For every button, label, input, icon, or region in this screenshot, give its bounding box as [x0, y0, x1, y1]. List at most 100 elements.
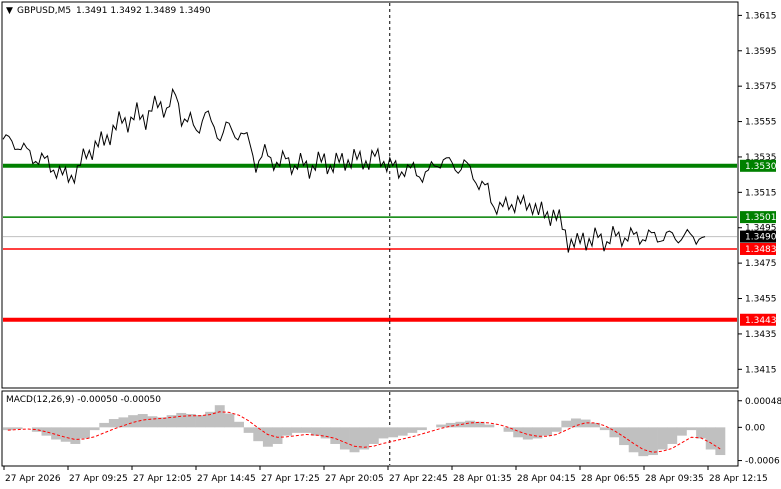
macd-bar [99, 422, 110, 428]
macd-bar [60, 427, 71, 442]
macd-bar [176, 412, 187, 428]
macd-bar [128, 415, 139, 428]
macd-bar [214, 405, 225, 428]
macd-bar [378, 427, 389, 439]
macd-bar [291, 427, 302, 433]
current-price-label: 1.3490 [745, 233, 777, 243]
macd-bar [561, 420, 572, 428]
macd-bar [166, 415, 177, 428]
level-price-labels: 1.3530 1.3501 1.3483 1.3443 1.3490 [740, 159, 777, 326]
time-axis: 27 Apr 2026 27 Apr 09:25 27 Apr 12:05 27 Ap… [3, 466, 768, 484]
price-tick-label: 1.3615 [745, 11, 777, 21]
macd-bar [118, 417, 129, 428]
macd-bar [205, 411, 216, 428]
macd-bar [137, 414, 148, 428]
macd-bar [311, 427, 321, 436]
macd-bar [388, 427, 398, 438]
price-tick-label: 1.3415 [745, 365, 777, 375]
macd-bar [445, 422, 456, 428]
macd-bar [368, 427, 379, 444]
macd-bar [339, 427, 350, 450]
signal-line [7, 411, 721, 453]
level-tag [740, 159, 776, 172]
price-line [2, 87, 706, 253]
macd-bar [696, 427, 707, 439]
macd-bar [657, 427, 668, 450]
macd-bar [455, 421, 466, 428]
macd-bar [590, 422, 601, 428]
macd-bar [234, 421, 244, 428]
macd-bar [224, 413, 235, 428]
time-tick-label: 27 Apr 12:05 [133, 474, 192, 484]
macd-bar [407, 427, 418, 433]
macd-bar [551, 427, 562, 432]
current-price-tag [740, 230, 776, 243]
macd-bar [262, 427, 273, 447]
level-tag-label: 1.3443 [745, 316, 777, 326]
macd-bar [195, 415, 206, 428]
macd-bar [3, 427, 13, 431]
macd-bar [359, 427, 370, 450]
macd-bar [532, 427, 543, 439]
macd-bar [80, 427, 90, 439]
price-axis: 1.3615 1.3595 1.3575 1.3555 1.3535 1.3515 1.34… [738, 11, 777, 375]
macd-tick-label: 0.00 [745, 423, 765, 433]
macd-bar [474, 421, 485, 428]
macd-bar [70, 427, 81, 444]
level-tag-label: 1.3483 [745, 245, 777, 255]
time-tick-label: 27 Apr 22:45 [389, 474, 448, 484]
time-tick-label: 27 Apr 17:25 [261, 474, 320, 484]
price-series [2, 87, 706, 253]
time-tick-label: 27 Apr 20:05 [325, 474, 384, 484]
macd-bar [686, 427, 697, 431]
time-tick-label: 28 Apr 06:55 [581, 474, 640, 484]
macd-bar [436, 424, 447, 428]
time-tick-label: 28 Apr 09:35 [645, 474, 704, 484]
level-tag [740, 242, 776, 255]
macd-bar [31, 427, 42, 432]
macd-bar [51, 427, 62, 440]
macd-bar [638, 427, 649, 457]
macd-tick-label: -0.0006 [745, 457, 780, 467]
macd-bar [619, 427, 630, 446]
price-tick-label: 1.3535 [745, 153, 777, 163]
price-pane-frame [1, 1, 739, 389]
macd-bar [503, 427, 514, 432]
price-tick-label: 1.3595 [745, 47, 777, 57]
time-tick-label: 28 Apr 01:35 [453, 474, 512, 484]
macd-pane-frame [1, 390, 739, 467]
macd-axis: 0.00048 0.00 -0.0006 [738, 397, 781, 467]
macd-bar [416, 427, 427, 431]
time-tick-label: 28 Apr 12:15 [709, 474, 768, 484]
macd-bar [185, 414, 196, 428]
price-tick-label: 1.3495 [745, 224, 777, 234]
macd-bar [253, 427, 264, 442]
level-tag [740, 313, 776, 326]
price-tick-label: 1.3555 [745, 118, 777, 128]
macd-bar [301, 427, 312, 433]
time-tick-label: 27 Apr 2026 [5, 474, 61, 484]
macd-bar [465, 420, 476, 428]
macd-bar [330, 427, 341, 444]
macd-bar [628, 427, 639, 453]
macd-bar [12, 427, 23, 429]
macd-bar [349, 427, 360, 453]
macd-bar [397, 427, 408, 436]
macd-bar [609, 427, 620, 438]
ohlc-values: 1.3491 1.3492 1.3489 1.3490 [76, 6, 211, 16]
macd-bar [147, 416, 158, 428]
menu-triangle-icon[interactable]: ▼ [6, 6, 13, 16]
level-tag-label: 1.3501 [745, 213, 777, 223]
macd-label: MACD(12,26,9) -0.00050 -0.00050 [6, 395, 161, 405]
macd-bar [282, 427, 293, 436]
macd-bar [272, 427, 283, 444]
time-tick-label: 27 Apr 09:25 [69, 474, 128, 484]
macd-tick-label: 0.00048 [745, 397, 781, 407]
macd-bar [580, 419, 591, 428]
price-tick-label: 1.3515 [745, 188, 777, 198]
price-tick-label: 1.3455 [745, 295, 777, 305]
macd-bar [667, 427, 678, 444]
time-tick-label: 27 Apr 14:45 [197, 474, 256, 484]
price-tick-label: 1.3435 [745, 330, 777, 340]
